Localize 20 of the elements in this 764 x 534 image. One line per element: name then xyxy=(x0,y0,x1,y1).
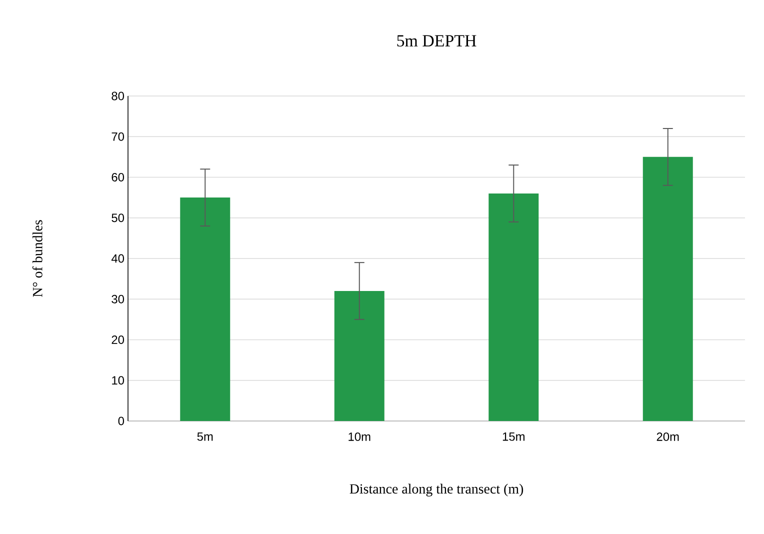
y-tick-label: 80 xyxy=(112,92,124,100)
x-tick-label: 20m xyxy=(656,432,679,441)
y-tick-label: 50 xyxy=(112,214,124,222)
y-tick-label: 30 xyxy=(112,294,124,304)
x-tick-label: 10m xyxy=(348,432,370,441)
y-tick-label: 60 xyxy=(112,173,124,182)
chart-title: 5m DEPTH xyxy=(397,35,476,47)
y-tick-label: 10 xyxy=(112,376,124,385)
bar xyxy=(180,198,230,421)
bar xyxy=(642,156,693,421)
y-tick-label: 40 xyxy=(111,254,124,263)
bar xyxy=(488,193,539,421)
y-tick-label: 70 xyxy=(112,132,124,141)
x-axis-title: Distance along the transect (m) xyxy=(350,484,524,496)
y-tick-label: 20 xyxy=(112,336,124,344)
x-tick-label: 15m xyxy=(502,432,524,441)
bar xyxy=(334,290,384,421)
x-tick-label: 5m xyxy=(197,432,213,441)
y-axis-title: N° of bundles xyxy=(32,220,42,297)
y-tick-label: 0 xyxy=(118,416,124,426)
